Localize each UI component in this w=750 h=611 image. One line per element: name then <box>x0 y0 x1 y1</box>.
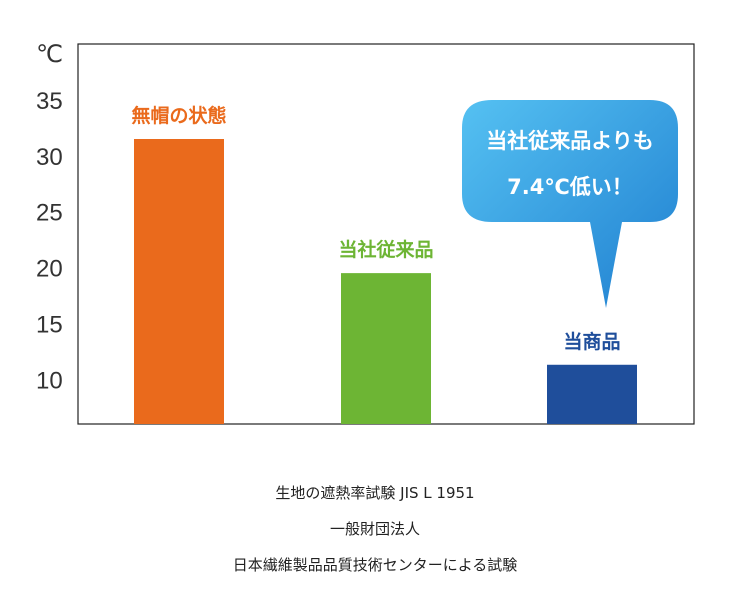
y-tick-label: 20 <box>36 256 63 283</box>
y-tick-label: 10 <box>36 367 63 394</box>
annotation-bubble: 当社従来品よりも 7.4℃低い！ <box>462 100 678 308</box>
y-tick-label: 15 <box>36 311 63 338</box>
y-tick-label: 25 <box>36 200 63 227</box>
annotation-line-1: 当社従来品よりも <box>486 129 654 153</box>
bar <box>547 364 637 424</box>
speech-bubble-shape <box>462 100 678 308</box>
bar-category-label: 当社従来品 <box>338 238 433 261</box>
caption-block: 生地の遮熱率試験 JIS L 1951 一般財団法人 日本繊維製品品質技術センタ… <box>0 482 750 590</box>
caption-testing-center: 日本繊維製品品質技術センターによる試験 <box>232 556 518 574</box>
caption-organization: 一般財団法人 <box>329 520 420 538</box>
y-tick-label: 35 <box>36 88 63 115</box>
caption-test-standard: 生地の遮熱率試験 JIS L 1951 <box>275 484 475 502</box>
y-tick-label: 30 <box>36 144 63 171</box>
bar-category-label: 無帽の状態 <box>131 104 226 127</box>
bar-category-label: 当商品 <box>563 330 620 353</box>
bar <box>134 139 224 424</box>
annotation-line-2: 7.4℃低い！ <box>507 175 633 199</box>
bar <box>341 273 431 424</box>
y-unit-label: ℃ <box>36 41 63 68</box>
